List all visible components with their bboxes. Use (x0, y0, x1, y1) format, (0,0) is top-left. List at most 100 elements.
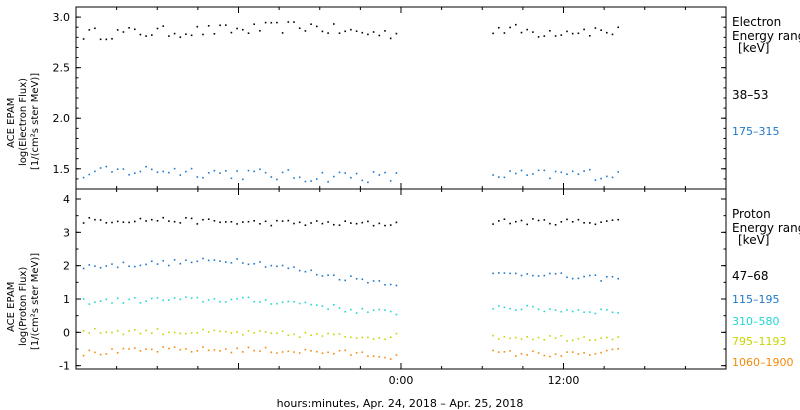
proton-series-4-point (554, 353, 557, 355)
electron-series-0-point (94, 27, 96, 30)
electron-series-0-point (304, 30, 307, 32)
electron-series-0-point (509, 26, 511, 29)
electron-series-0-point (145, 35, 147, 37)
proton-series-4-point (134, 347, 136, 349)
proton-series-2-point (287, 300, 290, 303)
electron-y-tick-label: 3.0 (53, 11, 71, 24)
proton-series-3-point (156, 328, 159, 330)
proton-legend-310-580: 310–580 (732, 315, 780, 328)
proton-legend-title: Proton (732, 207, 771, 221)
electron-series-1-point (82, 176, 85, 179)
proton-series-4-point (111, 348, 113, 350)
proton-series-3-point (554, 337, 557, 339)
proton-series-1-point (492, 272, 494, 275)
proton-series-3-point (116, 330, 119, 332)
electron-ylabel-line1: ACE EPAM (6, 98, 17, 148)
proton-series-2-point (230, 298, 233, 301)
proton-series-1-point (611, 275, 614, 278)
proton-series-0-point (270, 224, 273, 227)
electron-series-1-point (134, 172, 136, 174)
proton-series-4-point (350, 354, 352, 356)
proton-series-1-point (287, 267, 290, 270)
proton-series-3-point (600, 337, 602, 339)
proton-series-4-point (611, 348, 614, 351)
proton-series-0-point (498, 220, 500, 222)
proton-series-0-point (242, 221, 244, 223)
electron-series-0-point (560, 34, 563, 36)
proton-series-3-point (293, 333, 295, 336)
proton-series-0-point (492, 223, 494, 225)
electron-series-1-point (515, 172, 517, 175)
proton-y-tick-label: 2 (63, 260, 70, 273)
proton-series-0-point (122, 221, 125, 223)
proton-series-4-point (219, 350, 221, 352)
proton-series-2-point (355, 312, 358, 314)
proton-series-4-point (520, 353, 523, 355)
proton-series-3-point (560, 335, 563, 337)
proton-series-0-point (509, 222, 511, 225)
proton-series-2-point (219, 300, 221, 303)
proton-series-2-point (122, 302, 125, 304)
proton-series-3-point (589, 339, 591, 341)
electron-series-1-point (492, 174, 494, 176)
proton-series-2-point (395, 313, 398, 316)
electron-series-0-point (151, 34, 153, 36)
electron-series-0-point (367, 33, 369, 36)
proton-series-2-point (378, 308, 381, 311)
electron-legend-title: Electron (732, 15, 781, 29)
proton-series-4-point (378, 356, 381, 358)
proton-series-4-point (338, 349, 341, 352)
proton-series-0-point (116, 220, 119, 223)
proton-series-2-point (543, 310, 546, 313)
electron-series-0-point (537, 36, 540, 38)
proton-series-4-point (247, 346, 250, 349)
proton-series-4-point (270, 351, 273, 354)
proton-series-0-point (185, 217, 187, 219)
electron-series-0-point (162, 25, 164, 27)
electron-series-1-point (543, 169, 546, 172)
proton-series-3-point (219, 330, 221, 333)
electron-series-0-point (207, 25, 210, 27)
proton-series-3-point (361, 336, 364, 339)
electron-ylabel-line2: log(Electron Flux) (18, 78, 29, 166)
x-tick-label: 12:00 (548, 374, 580, 387)
x-tick-label: 0:00 (389, 374, 414, 387)
proton-series-0-point (583, 222, 585, 224)
proton-series-3-point (253, 332, 255, 334)
proton-series-2-point (589, 311, 591, 313)
electron-series-1-point (526, 174, 528, 176)
proton-series-3-point (310, 334, 312, 336)
electron-series-0-point (344, 30, 346, 33)
proton-series-0-point (367, 220, 369, 223)
electron-series-0-point (333, 23, 335, 25)
proton-series-2-point (367, 311, 369, 313)
electron-series-0-point (543, 35, 546, 37)
proton-series-0-point (134, 220, 136, 223)
proton-series-1-point (88, 264, 91, 266)
proton-series-3-point (566, 340, 568, 342)
electron-series-0-point (202, 33, 204, 36)
proton-series-1-point (543, 274, 546, 277)
electron-series-0-point (134, 28, 136, 31)
electron-series-1-point (88, 173, 91, 176)
electron-series-1-point (355, 172, 358, 175)
proton-series-3-point (498, 338, 500, 340)
electron-series-1-point (617, 171, 619, 173)
proton-series-1-point (532, 274, 534, 277)
proton-series-2-point (225, 301, 227, 303)
proton-series-1-point (566, 276, 568, 279)
electron-series-1-point (122, 168, 125, 170)
proton-series-0-point (537, 219, 540, 222)
proton-series-2-point (492, 308, 494, 310)
proton-series-1-point (560, 272, 563, 274)
electron-series-0-point (225, 24, 227, 26)
proton-series-3-point (611, 338, 614, 341)
proton-legend-subtitle: Energy ranges (732, 221, 800, 235)
electron-series-0-point (503, 32, 506, 34)
proton-series-3-point (395, 332, 398, 335)
electron-series-0-point (185, 33, 187, 35)
proton-series-1-point (202, 257, 204, 260)
electron-series-1-point (498, 176, 500, 178)
electron-series-1-point (128, 173, 130, 176)
proton-series-4-point (515, 355, 517, 357)
